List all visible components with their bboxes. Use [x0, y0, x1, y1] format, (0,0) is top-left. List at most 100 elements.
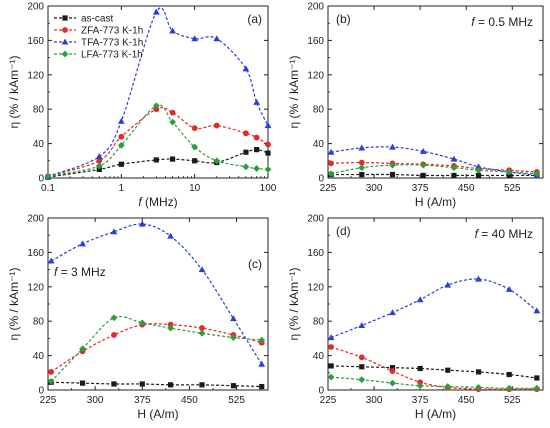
data-point: [96, 166, 102, 172]
legend-marker: [62, 27, 68, 33]
data-point: [359, 364, 365, 370]
data-point: [167, 232, 174, 239]
data-point: [191, 125, 198, 132]
data-point: [110, 228, 118, 235]
y-tick-label: 80: [313, 105, 325, 116]
data-point: [265, 141, 271, 148]
data-point: [243, 130, 249, 137]
data-point: [444, 383, 452, 390]
legend-entry: TFA-773 K-1h: [81, 38, 143, 49]
data-point: [96, 157, 103, 164]
x-tick-label: 375: [412, 395, 429, 406]
y-tick-label: 120: [307, 70, 324, 81]
legend-entry: as-cast: [81, 14, 113, 25]
x-tick-label: 525: [504, 395, 521, 406]
data-point: [44, 172, 52, 180]
data-point: [328, 160, 334, 167]
panel-d: 0 40 80 120 160 200 225 300 375 450 525 H (A/m) η (%…: [287, 214, 544, 421]
plot-frame: [327, 5, 544, 179]
data-point: [79, 240, 86, 247]
data-point: [95, 162, 103, 170]
data-point: [506, 371, 512, 378]
data-point: [243, 149, 249, 155]
y-tick-label: 120: [27, 282, 44, 293]
data-point: [533, 384, 541, 392]
panel-label: (b): [336, 12, 351, 26]
series-line: [51, 381, 262, 388]
series-line: [330, 278, 538, 339]
y-axis-label: η (% / kAm⁻¹): [7, 55, 21, 128]
data-point: [110, 314, 118, 322]
data-point: [358, 164, 366, 172]
y-tick-label: 0: [318, 174, 324, 185]
y-tick-label: 0: [38, 174, 44, 185]
data-point: [192, 158, 198, 164]
x-tick-label: 100: [260, 183, 277, 194]
data-point: [358, 376, 366, 384]
data-point: [420, 172, 426, 179]
y-tick-label: 40: [33, 351, 45, 362]
series-line: [47, 104, 269, 177]
data-point: [444, 281, 452, 288]
data-point: [445, 367, 451, 373]
y-tick-label: 200: [307, 214, 324, 225]
data-point: [505, 285, 513, 292]
x-axis-label: H (A/m): [415, 407, 456, 421]
data-point: [169, 109, 176, 116]
data-point: [358, 144, 366, 151]
y-axis-label: η (% / kAm⁻¹): [287, 55, 301, 128]
legend-marker: [62, 15, 68, 21]
data-point: [213, 35, 221, 42]
x-tick-label: 450: [458, 395, 475, 406]
y-tick-label: 120: [307, 282, 324, 293]
y-tick-label: 160: [27, 248, 44, 259]
y-tick-label: 40: [33, 139, 45, 150]
series-ZFA: [45, 106, 271, 180]
data-point: [152, 102, 160, 110]
y-tick-label: 160: [27, 36, 44, 47]
data-point: [230, 315, 237, 322]
y-axis-label: η (% / kAm⁻¹): [7, 267, 21, 340]
x-tick-label: 225: [320, 183, 337, 194]
data-point: [389, 368, 396, 374]
y-tick-label: 80: [33, 105, 45, 116]
data-point: [359, 171, 365, 178]
data-point: [264, 166, 272, 173]
data-point: [199, 325, 205, 331]
data-point: [475, 163, 482, 170]
series-as-cast: [328, 363, 540, 381]
data-point: [534, 375, 540, 381]
x-tick-label: 225: [40, 395, 57, 406]
data-point: [48, 369, 55, 375]
y-tick-label: 80: [33, 317, 45, 328]
y-tick-label: 160: [307, 36, 324, 47]
series-line: [47, 149, 269, 178]
data-point: [169, 156, 176, 162]
data-point: [47, 378, 55, 385]
data-point: [253, 134, 260, 141]
x-tick-label: 525: [228, 395, 245, 406]
legend-marker: [61, 50, 69, 58]
data-point: [79, 380, 86, 386]
frequency-annotation: f = 3 MHz: [54, 265, 106, 279]
data-point: [253, 98, 261, 105]
data-point: [138, 319, 146, 327]
x-tick-label: 525: [504, 183, 521, 194]
y-tick-label: 160: [307, 248, 324, 259]
data-point: [253, 165, 261, 172]
data-point: [475, 384, 482, 391]
data-point: [111, 381, 117, 387]
data-point: [169, 118, 176, 126]
data-point: [47, 257, 55, 264]
data-point: [167, 382, 174, 388]
legend-entry: ZFA-773 K-1h: [81, 26, 143, 37]
data-point: [198, 329, 206, 337]
data-point: [169, 27, 176, 34]
data-point: [475, 369, 482, 375]
series-TFA: [327, 275, 541, 341]
x-tick-label: 375: [412, 183, 429, 194]
data-point: [389, 161, 396, 169]
data-point: [450, 155, 458, 162]
panel-b: 0 40 80 120 160 200 225 300 375 450 525 H (A/m) η (%…: [287, 2, 544, 209]
panel-label: (c): [248, 257, 262, 271]
